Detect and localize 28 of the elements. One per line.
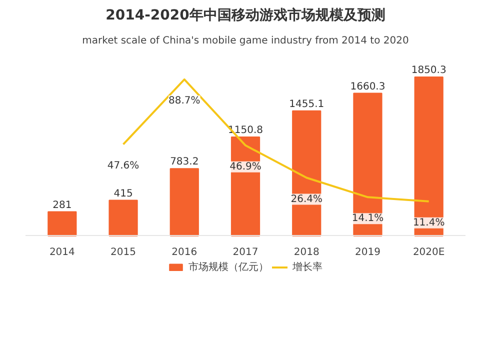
- data-label: 14.1%: [352, 213, 384, 224]
- data-label: 11.4%: [412, 217, 445, 228]
- legend-label: 增长率: [292, 260, 322, 274]
- data-label: 46.9%: [230, 161, 262, 172]
- bar: [353, 92, 382, 236]
- bar: [414, 76, 444, 236]
- chart-title: 2014-2020年中国移动游戏市场规模及预测: [106, 6, 386, 24]
- x-tick-label: 2019: [355, 246, 380, 258]
- x-tick-label: 2014: [49, 246, 75, 258]
- x-tick-label: 2020E: [412, 246, 445, 258]
- bar: [108, 200, 138, 236]
- data-label: 88.7%: [168, 95, 200, 106]
- x-tick-label: 2015: [110, 246, 136, 258]
- data-label: 26.4%: [290, 194, 323, 205]
- chart-subtitle: market scale of China's mobile game industry from 2014 to 2020: [82, 36, 409, 46]
- legend-label: 市场规模（亿元）: [188, 260, 268, 274]
- data-label: 1660.3: [350, 81, 386, 92]
- data-label: 415: [114, 188, 133, 200]
- data-label: 47.6%: [107, 160, 140, 172]
- bar: [170, 168, 199, 236]
- data-label: 281: [52, 200, 72, 211]
- x-tick-label: 2017: [232, 246, 258, 258]
- x-tick-label: 2016: [172, 246, 198, 258]
- x-tick-label: 2018: [294, 246, 320, 258]
- data-label: 783.2: [170, 156, 199, 168]
- data-label: 1455.1: [289, 98, 324, 110]
- bar: [48, 211, 77, 236]
- data-label: 1850.3: [411, 64, 446, 76]
